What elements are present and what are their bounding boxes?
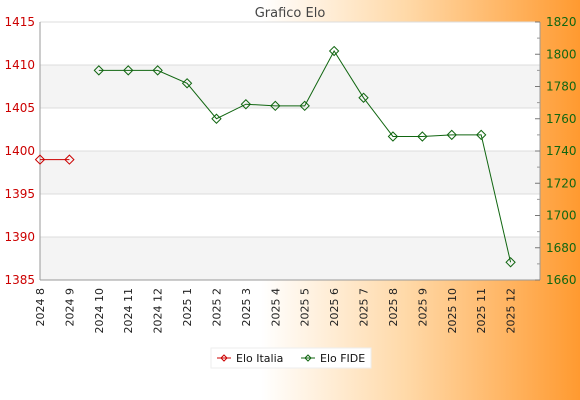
data-point — [34, 154, 46, 165]
x-tick-label: 2024 8 — [34, 288, 47, 327]
data-point — [417, 131, 428, 142]
data-point — [181, 78, 193, 89]
data-point — [446, 129, 457, 141]
data-point — [93, 65, 105, 76]
plot-band — [40, 22, 540, 65]
left-tick-label: 1400 — [4, 144, 35, 158]
left-tick-label: 1390 — [4, 230, 35, 244]
data-point — [299, 100, 310, 112]
legend-label: Elo FIDE — [320, 352, 365, 365]
chart-title: Grafico Elo — [255, 6, 326, 21]
left-tick-label: 1410 — [4, 58, 35, 72]
plot-band — [40, 65, 540, 108]
x-tick-label: 2025 6 — [328, 288, 341, 327]
left-axis-ticks: 1385 1390 1395 1400 1405 1410 1415 — [4, 15, 35, 287]
right-tick-label: 1820 — [546, 15, 577, 29]
plot-band — [40, 108, 540, 151]
x-tick-label: 2025 3 — [240, 288, 253, 327]
legend-marker — [220, 354, 228, 362]
left-tick-label: 1395 — [4, 187, 35, 201]
x-tick-label: 2025 11 — [475, 288, 488, 334]
data-point — [123, 65, 134, 76]
right-tick-label: 1680 — [546, 241, 577, 255]
left-tick-label: 1385 — [4, 273, 35, 287]
data-point — [328, 45, 340, 57]
data-point — [387, 131, 399, 142]
plot-band — [40, 237, 540, 280]
x-tick-label: 2025 10 — [446, 288, 459, 334]
right-tick-label: 1700 — [546, 209, 577, 223]
legend-marker — [304, 354, 312, 362]
right-tick-label: 1800 — [546, 47, 577, 61]
data-point — [64, 154, 75, 165]
right-axis-ticks: 1660 1680 1700 1720 1740 1760 1780 1800 1820 — [535, 15, 577, 287]
left-tick-label: 1405 — [4, 101, 35, 115]
left-tick-label: 1415 — [4, 15, 35, 29]
x-tick-label: 2025 7 — [358, 288, 371, 327]
right-tick-label: 1660 — [546, 273, 577, 287]
legend: Elo Italia Elo FIDE — [210, 347, 372, 369]
plot-band — [40, 151, 540, 194]
data-point — [240, 99, 252, 110]
x-tick-label: 2025 4 — [269, 288, 282, 327]
right-tick-label: 1720 — [546, 176, 577, 190]
data-point — [505, 257, 516, 268]
data-point — [270, 100, 281, 112]
legend-box — [210, 347, 372, 369]
right-tick-label: 1760 — [546, 112, 577, 126]
x-tick-label: 2025 2 — [210, 288, 223, 327]
series-group — [34, 45, 516, 268]
x-tick-label: 2024 9 — [63, 288, 76, 327]
data-point — [152, 65, 163, 76]
x-tick-label: 2025 5 — [299, 288, 312, 327]
plot-band — [40, 194, 540, 237]
x-tick-label: 2024 11 — [122, 288, 135, 334]
series-line — [98, 50, 512, 263]
x-tick-label: 2025 12 — [505, 288, 518, 334]
data-point — [475, 129, 487, 141]
legend-label: Elo Italia — [236, 352, 283, 365]
data-point — [358, 92, 369, 103]
x-tick-label: 2025 1 — [181, 288, 194, 327]
right-tick-label: 1740 — [546, 144, 577, 158]
x-tick-label: 2025 8 — [387, 288, 400, 327]
x-tick-label: 2025 9 — [416, 288, 429, 327]
data-point — [211, 113, 222, 124]
right-tick-label: 1780 — [546, 80, 577, 94]
x-tick-label: 2024 12 — [152, 288, 165, 334]
x-tick-label: 2024 10 — [93, 288, 106, 334]
